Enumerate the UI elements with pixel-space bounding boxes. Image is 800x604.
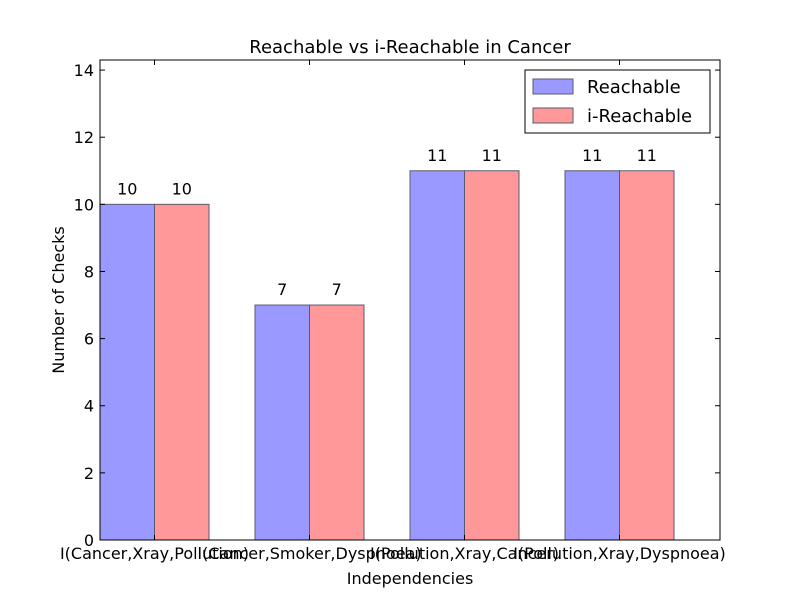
legend: Reachable i-Reachable — [524, 69, 711, 134]
x-tick-label: I(Cancer,Smoker,Dyspnoea) — [197, 544, 421, 563]
x-tick-label: I(Cancer,Xray,Pollution) — [60, 544, 249, 563]
y-tick-label: 4 — [84, 397, 94, 416]
y-tick-label: 14 — [74, 61, 94, 80]
plot-frame — [99, 59, 721, 541]
data-label: 11 — [637, 146, 657, 165]
data-label: 11 — [427, 146, 447, 165]
data-label: 7 — [332, 280, 342, 299]
chart-title: Reachable vs i-Reachable in Cancer — [249, 37, 571, 58]
y-axis-label: Number of Checks — [49, 226, 68, 373]
data-label: 10 — [117, 179, 137, 198]
data-label: 10 — [172, 179, 192, 198]
y-tick-label: 10 — [74, 195, 94, 214]
bars-layer — [99, 170, 675, 541]
y-tick-label: 0 — [84, 531, 94, 550]
legend-swatch — [532, 78, 574, 95]
y-tick-label: 2 — [84, 464, 94, 483]
bar-reachable-2 — [254, 304, 310, 541]
bar-i-reachable-1 — [154, 203, 210, 541]
bar-reachable-3 — [409, 170, 465, 541]
data-label: 7 — [277, 280, 287, 299]
x-tick-label: I(Pollution,Xray,Dyspnoea) — [513, 544, 726, 563]
bar-i-reachable-4 — [619, 170, 675, 541]
legend-label: i-Reachable — [587, 106, 692, 127]
y-tick-label: 6 — [84, 330, 94, 349]
bar-reachable-1 — [99, 203, 155, 541]
y-tick-label: 8 — [84, 262, 94, 281]
data-labels-layer: 10 10 7 7 11 11 11 11 — [117, 146, 657, 299]
ticks-layer: I(Cancer,Xray,Pollution)I(Cancer,Smoker,… — [60, 60, 726, 563]
y-tick-label: 12 — [74, 128, 94, 147]
bar-i-reachable-2 — [309, 304, 365, 541]
legend-label: Reachable — [587, 77, 681, 98]
data-label: 11 — [482, 146, 502, 165]
bar-reachable-4 — [564, 170, 620, 541]
legend-swatch — [532, 107, 574, 124]
x-tick-label: I(Pollution,Xray,Cancer) — [370, 544, 559, 563]
data-label: 11 — [582, 146, 602, 165]
bar-i-reachable-3 — [464, 170, 520, 541]
x-axis-label: Independencies — [347, 569, 474, 588]
